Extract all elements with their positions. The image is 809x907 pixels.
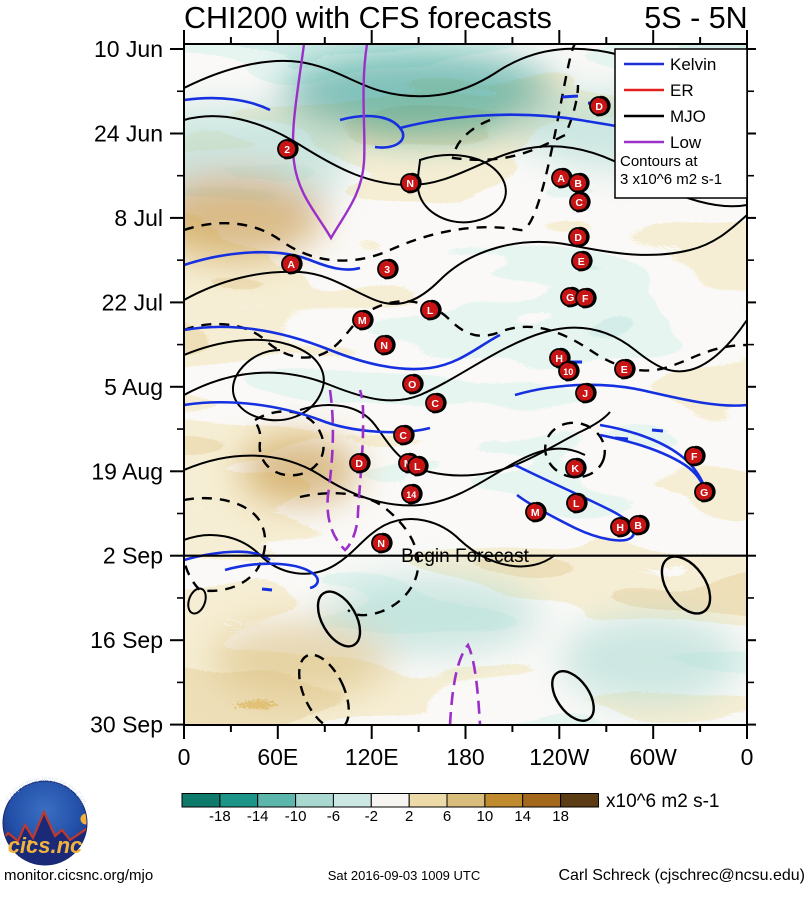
svg-text:F: F [582,293,589,305]
svg-text:L: L [573,498,580,510]
svg-text:-6: -6 [327,808,340,825]
svg-text:Cooperative Institute for Clim: Cooperative Institute for Climate and Sa… [0,0,88,806]
svg-text:Begin Forecast: Begin Forecast [401,546,530,567]
svg-text:B: B [634,520,642,532]
svg-text:14: 14 [406,490,416,500]
svg-text:3 x10^6 m2 s-1: 3 x10^6 m2 s-1 [620,171,722,188]
svg-text:-14: -14 [247,808,269,825]
svg-text:O: O [408,379,416,391]
svg-text:5S - 5N: 5S - 5N [644,1,747,35]
svg-text:10: 10 [477,808,494,825]
svg-text:8 Jul: 8 Jul [114,205,163,231]
svg-text:H: H [555,353,563,365]
svg-text:B: B [574,178,582,190]
svg-text:K: K [571,463,579,475]
svg-text:0: 0 [178,744,191,770]
svg-text:N: N [377,538,385,550]
svg-text:H: H [616,522,624,534]
svg-text:E: E [578,256,585,268]
svg-text:10: 10 [563,367,573,377]
svg-text:2 Sep: 2 Sep [103,543,163,569]
svg-text:60E: 60E [257,744,298,770]
svg-text:L: L [427,305,434,317]
svg-text:-2: -2 [365,808,378,825]
svg-text:D: D [574,232,582,244]
svg-text:19 Aug: 19 Aug [91,458,163,484]
svg-text:60W: 60W [630,744,678,770]
svg-text:24 Jun: 24 Jun [94,121,163,147]
svg-text:G: G [566,292,574,304]
svg-text:x10^6 m2 s-1: x10^6 m2 s-1 [606,791,719,812]
svg-text:Low: Low [670,133,702,152]
svg-text:C: C [575,197,583,209]
svg-text:M: M [358,315,367,327]
svg-text:2: 2 [284,144,290,156]
svg-text:D: D [595,101,603,113]
svg-text:120W: 120W [529,744,589,770]
svg-text:-10: -10 [285,808,307,825]
svg-text:2: 2 [405,808,413,825]
svg-text:10 Jun: 10 Jun [94,36,163,62]
svg-text:18: 18 [552,808,569,825]
svg-text:16 Sep: 16 Sep [90,627,163,653]
svg-text:N: N [380,340,388,352]
svg-text:120E: 120E [345,744,399,770]
svg-text:E: E [621,364,628,376]
svg-text:6: 6 [443,808,451,825]
svg-text:A: A [287,259,295,271]
svg-text:Carl Schreck (cjschrec@ncsu.ed: Carl Schreck (cjschrec@ncsu.edu) [558,867,805,884]
svg-text:A: A [557,173,565,185]
svg-text:Sat 2016-09-03 1009 UTC: Sat 2016-09-03 1009 UTC [328,868,480,883]
svg-text:3: 3 [384,264,390,276]
svg-text:Contours at: Contours at [620,153,698,170]
svg-text:14: 14 [514,808,531,825]
svg-text:G: G [700,487,708,499]
svg-text:30 Sep: 30 Sep [90,712,163,738]
svg-text:MJO: MJO [670,107,706,126]
svg-text:N: N [406,178,414,190]
svg-text:ER: ER [670,81,694,100]
svg-text:M: M [531,507,540,519]
svg-text:cics.nc: cics.nc [8,833,83,858]
svg-text:J: J [582,388,588,400]
svg-text:22 Jul: 22 Jul [102,289,163,315]
svg-text:180: 180 [446,744,484,770]
svg-text:5 Aug: 5 Aug [104,374,163,400]
svg-text:monitor.cicsnc.org/mjo: monitor.cicsnc.org/mjo [4,867,153,884]
svg-text:0: 0 [741,744,754,770]
svg-text:C: C [399,430,407,442]
svg-text:C: C [431,398,439,410]
svg-text:-18: -18 [209,808,231,825]
svg-text:L: L [414,461,421,473]
svg-text:F: F [691,451,698,463]
svg-text:Kelvin: Kelvin [670,55,716,74]
svg-text:D: D [355,458,363,470]
svg-text:CHI200 with CFS forecasts: CHI200 with CFS forecasts [184,1,552,35]
